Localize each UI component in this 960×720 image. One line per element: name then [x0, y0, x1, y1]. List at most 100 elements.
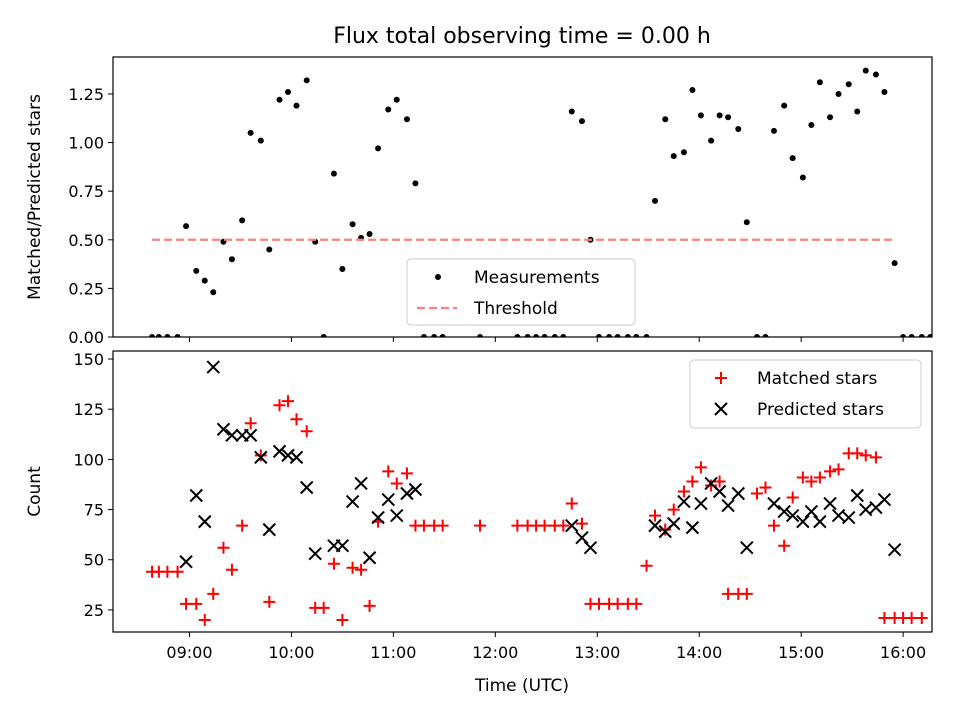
matched-star-point [640, 559, 653, 572]
predicted-star-point [281, 448, 295, 463]
matched-star-point [905, 611, 918, 624]
predicted-star-point [583, 540, 598, 555]
matched-star-point [575, 517, 588, 530]
measurement-point [293, 102, 300, 109]
y-tick-label: 75 [84, 501, 104, 520]
matched-star-point [759, 481, 772, 494]
y-tick-label: 1.25 [68, 85, 104, 104]
measurement-point [439, 334, 446, 337]
matched-star-point [750, 487, 763, 500]
matched-star-point [263, 595, 276, 608]
measurement-point [789, 155, 796, 162]
legend [689, 359, 922, 429]
matched-star-point [767, 519, 780, 532]
measurement-point [854, 108, 861, 115]
matched-star-point [722, 587, 735, 600]
predicted-star-point [565, 518, 579, 533]
x-tick-label: 11:00 [370, 643, 416, 662]
predicted-star-point [371, 510, 385, 525]
x-axis-label: Time (UTC) [474, 676, 569, 696]
measurement-point [689, 87, 696, 94]
predicted-star-point [262, 522, 277, 537]
legend-marker-matched [715, 372, 727, 384]
matched-star-point [869, 451, 882, 464]
predicted-star-point [796, 514, 810, 529]
matched-star-point [878, 611, 891, 624]
predicted-star-point [813, 514, 827, 529]
measurement-point [827, 114, 834, 121]
measurement-point [276, 96, 283, 103]
matched-star-point [713, 475, 726, 488]
measurement-point [524, 334, 531, 337]
predicted-star-point [400, 486, 414, 501]
matched-star-point [659, 523, 672, 536]
matched-star-point [355, 563, 368, 576]
measurement-point [193, 267, 200, 274]
matched-star-point [677, 485, 690, 498]
measurement-point [927, 334, 932, 337]
matched-star-point [336, 613, 349, 626]
legend-marker-predicted [714, 402, 728, 416]
measurement-point [816, 79, 823, 86]
matched-star-point [346, 561, 359, 574]
measurement-point [403, 116, 410, 123]
y-tick-label: 25 [84, 601, 104, 620]
predicted-star-point [721, 498, 735, 513]
measurement-point [477, 334, 484, 337]
measurement-point [799, 174, 806, 181]
y-tick-label: 0.75 [68, 182, 104, 201]
measurement-point [533, 334, 540, 337]
matched-star-point [382, 465, 395, 478]
matched-star-point [390, 477, 403, 490]
matched-star-point [859, 449, 872, 462]
predicted-star-point [362, 551, 377, 565]
measurement-point [918, 334, 925, 337]
predicted-star-point [216, 422, 231, 436]
matched-star-point [740, 587, 753, 600]
matched-star-point [915, 611, 928, 624]
measurement-point [845, 81, 852, 88]
predicted-star-point [667, 516, 681, 531]
measurement-point [393, 96, 400, 103]
measurement-point [808, 122, 815, 129]
predicted-star-point [877, 492, 892, 507]
measurement-point [228, 256, 235, 263]
measurement-point [835, 90, 842, 97]
measurement-point [872, 71, 879, 78]
predicted-star-point [179, 555, 193, 569]
measurement-point [881, 89, 888, 95]
measurement-point [568, 108, 575, 115]
matched-star-point [557, 519, 570, 532]
y-tick-label: 50 [84, 551, 104, 570]
measurement-point [551, 334, 558, 337]
matched-star-point [236, 519, 249, 532]
measurement-point [862, 67, 869, 74]
x-tick-label: 09:00 [166, 643, 212, 662]
matched-star-point [207, 587, 220, 600]
predicted-star-point [842, 510, 856, 525]
predicted-star-point [850, 488, 864, 503]
y-tick-label: 0.25 [68, 279, 104, 298]
predicted-star-point [831, 508, 846, 523]
predicted-star-point [354, 476, 368, 491]
measurement-point [149, 334, 156, 337]
measurement-point [743, 219, 750, 226]
x-tick-label: 10:00 [268, 643, 314, 662]
measurement-point [753, 334, 760, 337]
legend-label: Threshold [473, 299, 558, 319]
measurement-point [514, 334, 521, 337]
measurement-point [174, 334, 181, 337]
matched-star-point [805, 475, 818, 488]
matched-star-point [317, 601, 330, 614]
measurement-point [385, 106, 392, 113]
measurement-point [285, 89, 292, 95]
matched-star-point [824, 465, 837, 478]
legend-marker-measurements [435, 274, 441, 280]
measurement-point [643, 334, 650, 337]
predicted-star-point [299, 480, 314, 495]
y-tick-label: 0.00 [68, 328, 104, 347]
measurement-point [201, 277, 208, 284]
predicted-star-point [225, 428, 239, 443]
measurement-point [330, 170, 337, 177]
measurement-point [595, 334, 602, 337]
